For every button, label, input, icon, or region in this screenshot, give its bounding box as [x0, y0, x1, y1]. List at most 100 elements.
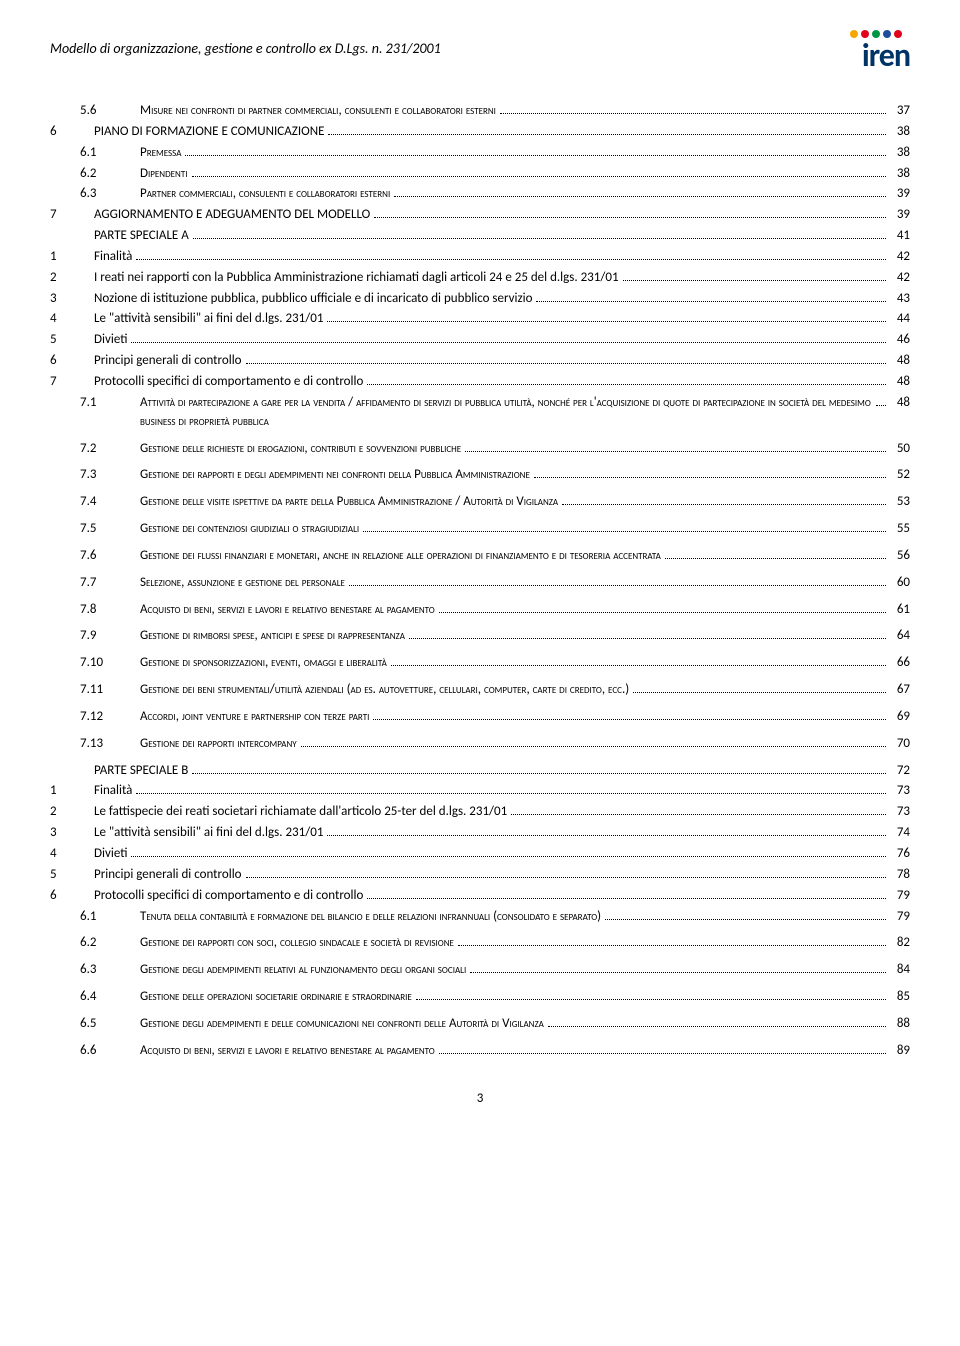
toc-entry-number: 5 [50, 331, 94, 350]
toc-entry-title: Le fattispecie dei reati societari richi… [94, 803, 507, 822]
toc-entry-title: Finalità [94, 782, 132, 801]
toc-entry-title: Le "attività sensibili" ai fini del d.lg… [94, 824, 323, 843]
toc-entry-title: Divieti [94, 845, 127, 864]
toc-entry: 6Principi generali di controllo 48 [50, 352, 910, 371]
toc-entry: 1Finalità73 [50, 782, 910, 801]
page-number: 3 [477, 1091, 484, 1106]
toc-entry: 7.6Gestione dei flussi finanziari e mone… [50, 547, 910, 566]
logo-text: iren [862, 40, 910, 72]
toc-entry-number: 6.1 [50, 908, 140, 927]
toc-leader [349, 585, 886, 586]
toc-entry-page: 82 [890, 934, 910, 953]
toc-entry: 6.6Acquisto di beni, servizi e lavori e … [50, 1042, 910, 1061]
toc-leader [665, 558, 886, 559]
toc-entry-page: 79 [890, 908, 910, 927]
toc-entry-title: Gestione dei rapporti intercompany [140, 735, 297, 754]
toc-entry-number: 6.3 [50, 185, 140, 204]
toc-entry-number: 7.10 [50, 654, 140, 673]
page-header: Modello di organizzazione, gestione e co… [50, 30, 910, 72]
toc-entry-number: 7.13 [50, 735, 140, 754]
toc-entry-title: Gestione degli adempimenti relativi al f… [140, 961, 466, 980]
toc-entry-title: Principi generali di controllo [94, 352, 242, 371]
toc-leader [534, 477, 886, 478]
toc-entry-page: 43 [890, 290, 910, 309]
toc-entry-page: 72 [890, 762, 910, 781]
toc-entry: 2Le fattispecie dei reati societari rich… [50, 803, 910, 822]
toc-entry-number: 6.6 [50, 1042, 140, 1061]
toc-entry-title: Acquisto di beni, servizi e lavori e rel… [140, 1042, 435, 1061]
toc-entry: 1Finalità42 [50, 248, 910, 267]
toc-entry-title: Finalità [94, 248, 132, 267]
toc-entry-number: 3 [50, 824, 94, 843]
toc-entry-number: 6.2 [50, 934, 140, 953]
toc-entry: 7.12Accordi, joint venture e partnership… [50, 708, 910, 727]
toc-entry-title: Misure nei confronti di partner commerci… [140, 102, 496, 121]
toc-entry-title: Selezione, assunzione e gestione del per… [140, 574, 345, 593]
toc-entry: 2I reati nei rapporti con la Pubblica Am… [50, 269, 910, 288]
toc-entry: 6.3Partner commerciali, consulenti e col… [50, 185, 910, 204]
table-of-contents: 5.6Misure nei confronti di partner comme… [50, 102, 910, 1061]
toc-entry-title: Gestione dei rapporti con soci, collegio… [140, 934, 454, 953]
toc-entry-number: 6 [50, 352, 94, 371]
toc-entry-title: Divieti [94, 331, 127, 350]
toc-entry: 6.2Dipendenti38 [50, 165, 910, 184]
toc-entry-page: 67 [890, 681, 910, 700]
toc-entry-title: Accordi, joint venture e partnership con… [140, 708, 369, 727]
toc-entry-number: 6.2 [50, 165, 140, 184]
toc-entry-number: 3 [50, 290, 94, 309]
toc-entry-title: Gestione degli adempimenti e delle comun… [140, 1015, 544, 1034]
toc-leader [136, 793, 886, 794]
toc-entry: 5.6Misure nei confronti di partner comme… [50, 102, 910, 121]
toc-leader [465, 451, 886, 452]
toc-entry-page: 39 [890, 206, 910, 225]
page-footer: 3 [50, 1091, 910, 1106]
toc-entry-title: AGGIORNAMENTO E ADEGUAMENTO DEL MODELLO [94, 206, 370, 225]
toc-entry-number: 4 [50, 310, 94, 329]
toc-entry: 7AGGIORNAMENTO E ADEGUAMENTO DEL MODELLO… [50, 206, 910, 225]
toc-entry-title: Gestione delle operazioni societarie ord… [140, 988, 412, 1007]
toc-leader [548, 1026, 886, 1027]
toc-leader [562, 504, 886, 505]
toc-entry-number: 6.3 [50, 961, 140, 980]
toc-entry: 4Divieti76 [50, 845, 910, 864]
toc-leader [511, 814, 886, 815]
toc-entry-page: 48 [890, 352, 910, 371]
toc-entry-title: Gestione di rimborsi spese, anticipi e s… [140, 627, 405, 646]
toc-entry-number: 5.6 [50, 102, 140, 121]
document-page: Modello di organizzazione, gestione e co… [0, 0, 960, 1126]
toc-leader [391, 665, 886, 666]
toc-entry-page: 48 [890, 373, 910, 392]
toc-entry-page: 64 [890, 627, 910, 646]
toc-leader [328, 134, 886, 135]
toc-entry-page: 52 [890, 466, 910, 485]
toc-entry-title: Gestione delle visite ispettive da parte… [140, 493, 558, 512]
toc-entry-page: 39 [890, 185, 910, 204]
toc-leader [193, 238, 886, 239]
toc-entry: 7Protocolli specifici di comportamento e… [50, 373, 910, 392]
toc-entry-page: 74 [890, 824, 910, 843]
toc-entry-number: 6 [50, 123, 94, 142]
toc-entry: 4Le "attività sensibili" ai fini del d.l… [50, 310, 910, 329]
toc-entry: 7.13Gestione dei rapporti intercompany70 [50, 735, 910, 754]
toc-entry-page: 38 [890, 123, 910, 142]
toc-entry-page: 84 [890, 961, 910, 980]
toc-leader [373, 719, 886, 720]
toc-entry-page: 42 [890, 248, 910, 267]
toc-entry-page: 37 [890, 102, 910, 121]
toc-entry-page: 56 [890, 547, 910, 566]
toc-entry-title: Gestione dei rapporti e degli adempiment… [140, 466, 530, 485]
toc-entry: 5Principi generali di controllo78 [50, 866, 910, 885]
toc-entry: 6.2Gestione dei rapporti con soci, colle… [50, 934, 910, 953]
toc-leader [367, 384, 886, 385]
toc-entry-title: Gestione dei beni strumentali/utilità az… [140, 681, 629, 700]
toc-entry-page: 46 [890, 331, 910, 350]
toc-entry-title: PIANO DI FORMAZIONE E COMUNICAZIONE [94, 123, 324, 142]
toc-entry-page: 53 [890, 493, 910, 512]
toc-entry-number: 6 [50, 887, 94, 906]
toc-entry: 6.1Tenuta della contabilità e formazione… [50, 908, 910, 927]
toc-entry-title: Gestione dei contenziosi giudiziali o st… [140, 520, 359, 539]
toc-entry-number: 1 [50, 782, 94, 801]
toc-entry-page: 38 [890, 165, 910, 184]
toc-entry-page: 48 [890, 394, 910, 413]
toc-entry-number: 2 [50, 269, 94, 288]
